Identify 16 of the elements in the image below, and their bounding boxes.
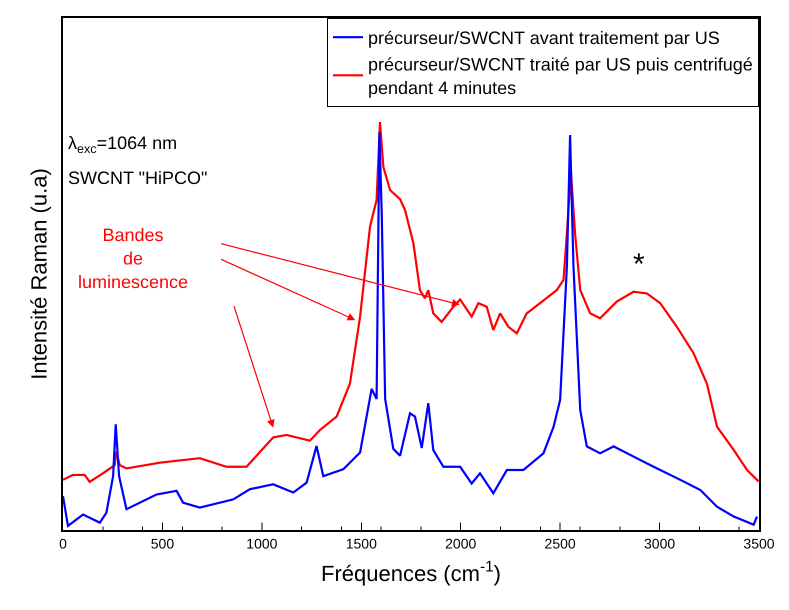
x-tick-label: 3500: [743, 536, 775, 552]
x-tick-label: 2500: [544, 536, 576, 552]
x-axis-title: Fréquences (cm$^{-1}$): [321, 558, 501, 586]
x-tick-label: 3000: [644, 536, 676, 552]
x-tick-label: 1500: [346, 536, 378, 552]
legend-label: précurseur/SWCNT avant traitement par US: [368, 28, 720, 48]
x-tick-label: 500: [150, 536, 174, 552]
y-axis-title: Intensité Raman (u.a): [26, 168, 52, 380]
annotation: SWCNT "HiPCO": [68, 168, 208, 188]
x-tick-label: 2000: [445, 536, 476, 552]
legend-label: précurseur/SWCNT traité par US puis centrifugé pendant 4 minutes: [368, 54, 753, 98]
annotation: *: [633, 248, 645, 281]
x-tick-label: 1000: [246, 536, 278, 552]
x-tick-label: 0: [59, 536, 68, 552]
annotation: λ$_{exc}$=1064 nm: [68, 133, 178, 156]
annotation: Bandes de luminescence: [78, 225, 188, 292]
